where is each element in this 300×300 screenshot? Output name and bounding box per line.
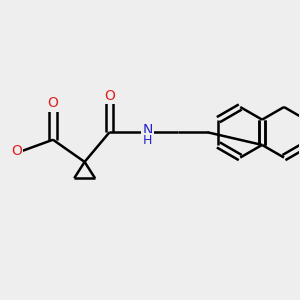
Text: N: N: [142, 123, 153, 137]
Text: O: O: [11, 144, 22, 158]
Text: O: O: [47, 97, 58, 110]
Text: O: O: [104, 89, 115, 103]
Text: H: H: [143, 134, 152, 147]
